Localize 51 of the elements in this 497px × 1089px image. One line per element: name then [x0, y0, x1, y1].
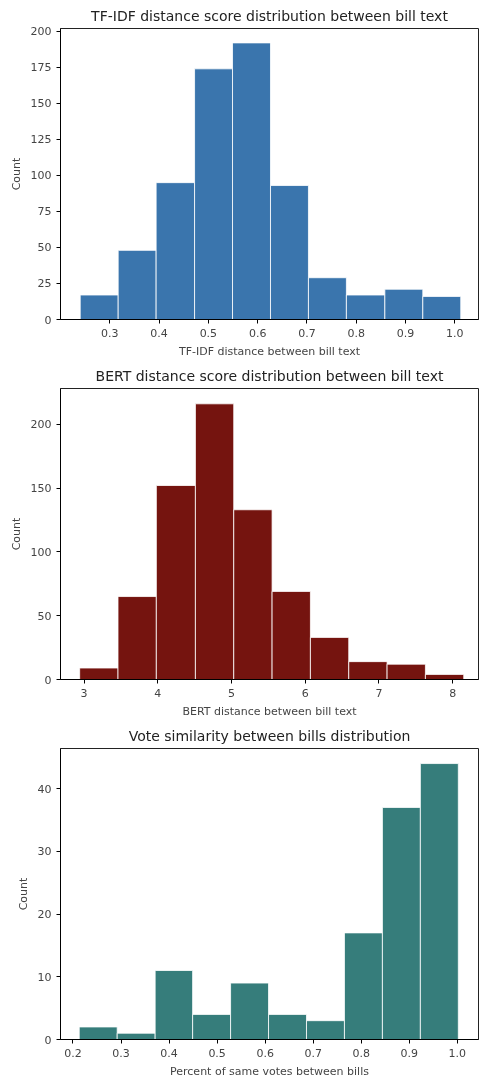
y-tick-label: 25 [37, 277, 52, 291]
x-tick-label: 4 [154, 686, 162, 700]
x-tick-label: 6 [301, 686, 309, 700]
x-tick-label: 7 [375, 686, 383, 700]
x-tick-label: 5 [228, 686, 236, 700]
y-tick-label: 40 [37, 782, 52, 796]
y-tick-label: 30 [37, 845, 52, 859]
x-tick-label: 0.6 [256, 1046, 274, 1060]
chart-title: BERT distance score distribution between bill text [95, 367, 444, 384]
x-tick-label: 0.5 [199, 326, 218, 340]
x-tick-label: 0.9 [400, 1046, 419, 1060]
x-tick-label: 0.7 [304, 1046, 322, 1060]
x-tick-label: 0.4 [160, 1046, 178, 1060]
y-tick-label: 150 [30, 97, 52, 111]
x-tick-label: 1.0 [446, 326, 464, 340]
y-axis-title: Count [16, 876, 30, 911]
y-axis-title: Count [9, 156, 23, 191]
x-tick-label: 0.9 [396, 326, 415, 340]
x-axis-title: Percent of same votes between bills [170, 1064, 370, 1078]
x-tick-label: 0.7 [298, 326, 316, 340]
y-tick-label: 0 [44, 673, 52, 687]
y-tick-label: 20 [37, 908, 52, 922]
x-tick-label: 8 [449, 686, 457, 700]
y-tick-label: 200 [30, 418, 52, 432]
y-axis-title: Count [9, 516, 23, 551]
y-tick-label: 200 [30, 25, 52, 39]
chart-title: TF-IDF distance score distribution between bill text [90, 7, 449, 24]
y-tick-label: 50 [37, 609, 52, 623]
x-tick-label: 0.4 [150, 326, 168, 340]
x-tick-label: 0.8 [352, 1046, 371, 1060]
y-tick-label: 0 [44, 313, 52, 327]
x-tick-label: 0.2 [64, 1046, 82, 1060]
chart-title: Vote similarity between bills distribution [128, 727, 411, 744]
x-tick-label: 1.0 [448, 1046, 467, 1060]
y-tick-label: 175 [30, 61, 52, 75]
y-tick-label: 10 [37, 970, 52, 984]
x-tick-label: 0.8 [347, 326, 366, 340]
x-tick-label: 0.5 [208, 1046, 226, 1060]
y-tick-label: 50 [37, 241, 52, 255]
x-tick-label: 0.3 [101, 326, 119, 340]
x-tick-label: 3 [80, 686, 88, 700]
y-tick-label: 0 [44, 1033, 52, 1047]
y-tick-label: 150 [30, 482, 52, 496]
x-tick-label: 0.6 [248, 326, 267, 340]
y-tick-label: 100 [30, 545, 52, 559]
x-tick-label: 0.3 [112, 1046, 130, 1060]
y-tick-label: 100 [30, 169, 52, 183]
x-axis-title: TF-IDF distance between bill text [177, 344, 361, 358]
x-axis-title: BERT distance between bill text [182, 704, 358, 718]
y-tick-label: 75 [37, 205, 52, 219]
y-tick-label: 125 [30, 133, 52, 147]
